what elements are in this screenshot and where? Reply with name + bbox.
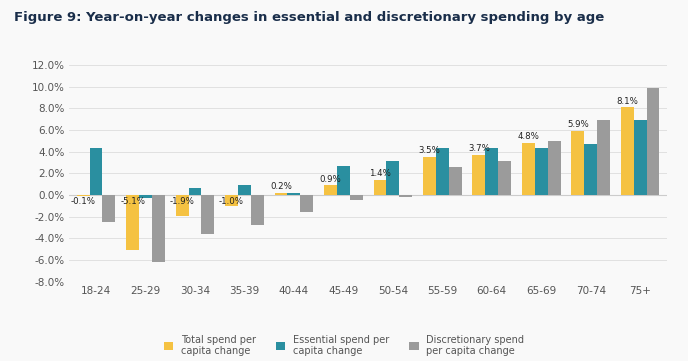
Bar: [126, 195, 139, 250]
Bar: [89, 148, 103, 195]
Bar: [597, 120, 610, 195]
Bar: [387, 161, 399, 195]
Bar: [202, 195, 214, 234]
Bar: [647, 88, 659, 195]
Bar: [436, 148, 449, 195]
Text: 0.2%: 0.2%: [270, 182, 292, 191]
Text: 4.8%: 4.8%: [517, 132, 539, 141]
Bar: [324, 185, 337, 195]
Bar: [175, 195, 189, 216]
Bar: [139, 195, 152, 198]
Bar: [300, 195, 313, 212]
Text: 5.9%: 5.9%: [567, 121, 589, 129]
Bar: [485, 148, 498, 195]
Bar: [374, 180, 387, 195]
Bar: [572, 131, 584, 195]
Bar: [423, 157, 436, 195]
Bar: [548, 141, 561, 195]
Bar: [251, 195, 264, 225]
Bar: [535, 148, 548, 195]
Bar: [77, 195, 89, 196]
Bar: [337, 166, 350, 195]
Bar: [103, 195, 116, 222]
Bar: [584, 144, 597, 195]
Text: Figure 9: Year-on-year changes in essential and discretionary spending by age: Figure 9: Year-on-year changes in essent…: [14, 11, 604, 24]
Bar: [399, 195, 412, 197]
Text: -1.0%: -1.0%: [219, 196, 244, 205]
Bar: [522, 143, 535, 195]
Text: -5.1%: -5.1%: [120, 196, 145, 205]
Text: 0.9%: 0.9%: [320, 175, 341, 183]
Bar: [621, 107, 634, 195]
Bar: [449, 167, 462, 195]
Text: 1.4%: 1.4%: [369, 169, 391, 178]
Text: 3.5%: 3.5%: [418, 147, 440, 155]
Bar: [350, 195, 363, 200]
Bar: [473, 155, 485, 195]
Text: -1.9%: -1.9%: [170, 196, 195, 205]
Bar: [498, 161, 511, 195]
Text: 8.1%: 8.1%: [616, 97, 638, 106]
Bar: [634, 120, 647, 195]
Bar: [275, 193, 288, 195]
Text: -0.1%: -0.1%: [71, 196, 96, 205]
Bar: [189, 188, 202, 195]
Bar: [288, 193, 300, 195]
Text: 3.7%: 3.7%: [468, 144, 490, 153]
Bar: [225, 195, 238, 206]
Bar: [152, 195, 164, 262]
Legend: Total spend per
capita change, Essential spend per
capita change, Discretionary : Total spend per capita change, Essential…: [164, 335, 524, 356]
Bar: [238, 185, 251, 195]
